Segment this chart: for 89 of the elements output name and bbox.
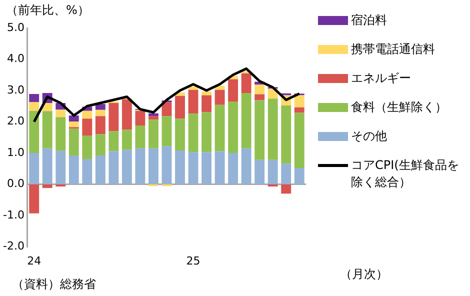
bar <box>241 93 252 148</box>
bar <box>148 120 158 148</box>
bar <box>162 116 172 146</box>
bar <box>162 146 172 184</box>
legend-label: その他 <box>351 128 388 145</box>
legend-label: 宿泊料 <box>351 12 388 29</box>
bar <box>29 102 40 111</box>
x-tick-label: 24 <box>27 254 42 268</box>
bar <box>254 94 265 100</box>
legend-label: 食料（生鮮除く） <box>351 99 448 116</box>
bar <box>108 131 119 152</box>
bar <box>148 116 158 120</box>
legend-label: コアCPI(生鮮食品を除く総合） <box>351 157 460 191</box>
bar <box>82 158 92 184</box>
bar <box>95 116 106 134</box>
bar <box>228 101 238 154</box>
bar <box>29 110 40 154</box>
bar <box>175 150 185 184</box>
bar <box>42 148 52 184</box>
bar <box>281 106 292 164</box>
bar <box>56 117 66 151</box>
bar <box>29 153 40 184</box>
bar <box>281 184 292 194</box>
bar <box>294 168 304 184</box>
bar <box>68 156 79 184</box>
bar <box>188 90 198 114</box>
y-tick-label: -1.0 <box>2 208 24 222</box>
bar <box>122 130 132 150</box>
y-tick-label: 5.0 <box>6 20 24 34</box>
bar <box>68 128 79 156</box>
bar <box>95 156 106 184</box>
bar <box>228 79 238 102</box>
bar <box>95 134 106 156</box>
bar <box>188 114 198 152</box>
y-axis-title: （前年比、%） <box>6 2 90 19</box>
text: （資料）総務省 <box>12 276 96 293</box>
bar <box>202 91 212 96</box>
bar <box>294 95 304 108</box>
bar <box>148 148 158 184</box>
bar <box>122 99 132 130</box>
bar <box>241 148 252 184</box>
bar <box>294 112 304 168</box>
bar <box>241 73 252 94</box>
bar <box>122 150 132 184</box>
bar <box>42 111 52 148</box>
bar <box>29 184 40 214</box>
bar <box>228 153 238 184</box>
y-tick-label: 3.0 <box>6 83 24 96</box>
bar <box>56 150 66 184</box>
bar <box>254 100 265 160</box>
bar <box>135 126 146 148</box>
bar <box>135 148 146 184</box>
bar <box>68 121 79 128</box>
bar <box>82 136 92 159</box>
x-axis-title: （月次） <box>340 266 388 283</box>
bar <box>202 112 212 152</box>
bar <box>82 118 92 136</box>
y-tick-label: 1.0 <box>6 146 24 159</box>
bar <box>56 110 66 118</box>
bar <box>29 94 40 102</box>
bar <box>42 184 52 188</box>
y-tick-label: 0.0 <box>6 177 24 190</box>
bar <box>202 95 212 112</box>
bar <box>95 104 106 110</box>
bar <box>135 110 146 126</box>
y-tick-label: 2.0 <box>6 114 24 128</box>
bar <box>268 160 278 184</box>
bar <box>108 151 119 184</box>
bar <box>214 104 225 152</box>
bar <box>254 160 265 184</box>
bar <box>108 103 119 132</box>
legend-label: エネルギー <box>351 70 412 87</box>
bar <box>202 152 212 184</box>
x-tick-label: 25 <box>186 254 200 268</box>
legend-label: 携帯電話通信料 <box>351 41 436 58</box>
y-tick-label: -2.0 <box>2 240 24 253</box>
y-tick-label: 4.0 <box>6 52 24 66</box>
bar <box>188 152 198 184</box>
bar <box>254 84 265 94</box>
bar <box>175 96 185 119</box>
bar <box>281 164 292 184</box>
bar <box>294 107 304 113</box>
bar <box>214 151 225 184</box>
bar <box>68 116 79 122</box>
bar <box>95 110 106 116</box>
bar <box>214 90 225 105</box>
bar <box>175 118 185 151</box>
bar <box>82 110 92 119</box>
bar <box>268 98 278 160</box>
